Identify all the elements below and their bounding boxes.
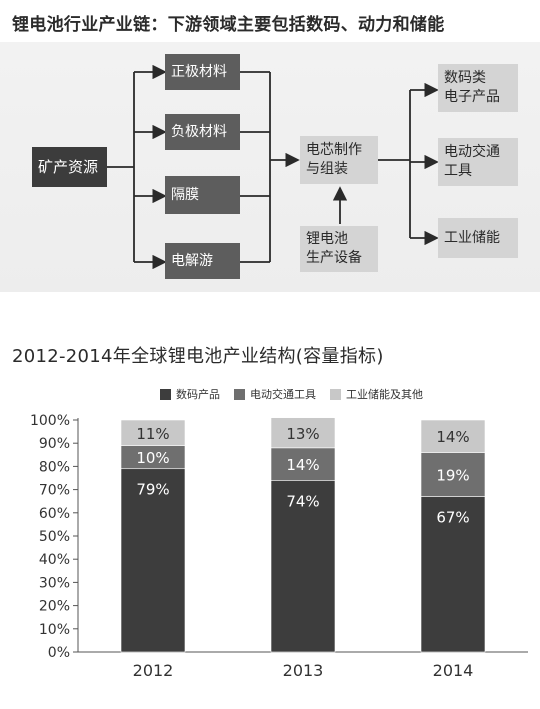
cell-assembly-box: 电芯制作 与组装 bbox=[300, 136, 378, 184]
material-box-separator: 隔膜 bbox=[165, 176, 240, 214]
output-box-digital: 数码类 电子产品 bbox=[438, 64, 518, 112]
data-label: 14% bbox=[286, 456, 319, 474]
bar-segment bbox=[420, 496, 486, 653]
x-tick-label: 2014 bbox=[433, 661, 474, 680]
data-label: 67% bbox=[436, 509, 469, 527]
bar-segment bbox=[120, 468, 186, 653]
data-label: 10% bbox=[136, 449, 169, 467]
bar-segment bbox=[270, 447, 336, 481]
y-tick-label: 70% bbox=[39, 483, 70, 499]
chart-legend: 数码产品 电动交通工具 工业储能及其他 bbox=[160, 386, 423, 402]
output-line: 数码类 bbox=[444, 70, 486, 86]
equipment-line-1: 锂电池 bbox=[306, 231, 348, 247]
y-tick-label: 10% bbox=[39, 622, 70, 638]
y-tick-label: 100% bbox=[30, 413, 70, 429]
source-box: 矿产资源 bbox=[32, 147, 107, 187]
y-tick-label: 0% bbox=[48, 645, 70, 661]
material-box-cathode: 正极材料 bbox=[165, 54, 240, 90]
bar-segment bbox=[420, 452, 486, 497]
output-box-ev: 电动交通 工具 bbox=[438, 138, 518, 186]
diagram-title: 锂电池行业产业链：下游领域主要包括数码、动力和储能 bbox=[12, 15, 445, 35]
data-label: 19% bbox=[436, 467, 469, 485]
data-label: 11% bbox=[136, 425, 169, 443]
output-line: 电子产品 bbox=[444, 89, 500, 105]
data-label: 79% bbox=[136, 481, 169, 499]
y-tick-label: 80% bbox=[39, 459, 70, 475]
output-box-storage: 工业储能 bbox=[438, 218, 518, 258]
legend-item: 数码产品 bbox=[160, 386, 220, 402]
material-label: 电解游 bbox=[171, 252, 213, 269]
material-label: 正极材料 bbox=[171, 63, 227, 80]
bar-segment bbox=[120, 419, 186, 446]
material-label: 负极材料 bbox=[171, 123, 227, 140]
legend-item: 工业储能及其他 bbox=[330, 386, 423, 402]
bar-segment bbox=[270, 480, 336, 653]
center-line-2: 与组装 bbox=[306, 161, 348, 177]
y-tick-label: 30% bbox=[39, 575, 70, 591]
legend-item: 电动交通工具 bbox=[234, 386, 316, 402]
chart-title: 2012-2014年全球锂电池产业结构(容量指标) bbox=[12, 346, 384, 367]
equipment-line-2: 生产设备 bbox=[306, 250, 362, 266]
y-tick-label: 20% bbox=[39, 599, 70, 615]
data-label: 74% bbox=[286, 492, 319, 510]
y-tick-label: 40% bbox=[39, 552, 70, 568]
center-line-1: 电芯制作 bbox=[306, 142, 362, 158]
output-line: 工具 bbox=[444, 163, 472, 179]
x-tick-label: 2012 bbox=[133, 661, 174, 680]
output-line: 电动交通 bbox=[444, 144, 500, 160]
data-label: 13% bbox=[286, 425, 319, 443]
legend-label: 数码产品 bbox=[176, 388, 220, 401]
legend-swatch bbox=[160, 388, 171, 400]
bar-segment bbox=[270, 417, 336, 449]
legend-label: 电动交通工具 bbox=[250, 388, 316, 401]
y-tick-label: 50% bbox=[39, 529, 70, 545]
equipment-box: 锂电池 生产设备 bbox=[300, 226, 378, 272]
legend-label: 工业储能及其他 bbox=[346, 388, 423, 401]
legend-swatch bbox=[234, 388, 245, 400]
y-tick-label: 60% bbox=[39, 506, 70, 522]
diagram-connectors bbox=[107, 64, 439, 270]
bar-segment bbox=[420, 419, 486, 453]
data-label: 14% bbox=[436, 428, 469, 446]
x-tick-label: 2013 bbox=[283, 661, 324, 680]
material-box-anode: 负极材料 bbox=[165, 114, 240, 150]
legend-swatch bbox=[330, 388, 341, 400]
output-line: 工业储能 bbox=[444, 229, 500, 246]
y-tick-label: 90% bbox=[39, 436, 70, 452]
material-box-electrolyte: 电解游 bbox=[165, 243, 240, 279]
source-label: 矿产资源 bbox=[38, 157, 99, 176]
material-label: 隔膜 bbox=[171, 186, 199, 203]
